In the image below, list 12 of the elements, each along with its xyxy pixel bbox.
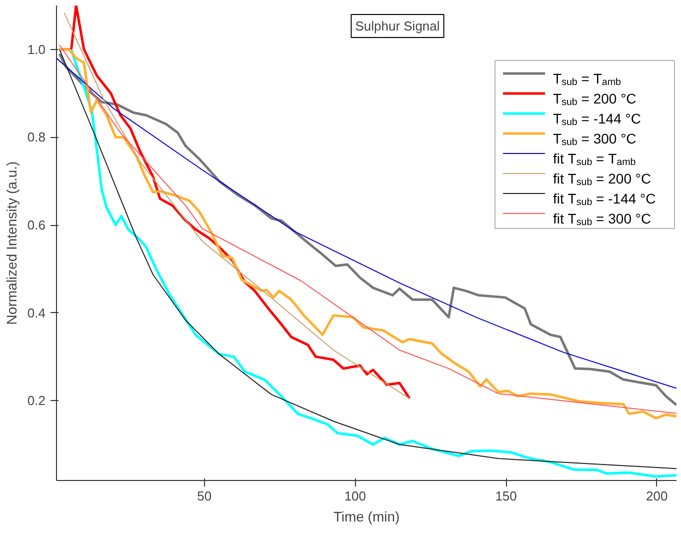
x-tick-label: 150	[495, 488, 517, 504]
x-tick-label: 50	[197, 488, 212, 504]
y-tick-label: 0.2	[27, 393, 46, 408]
x-axis-title: Time (min)	[333, 508, 400, 524]
x-tick-label: 100	[344, 488, 366, 504]
text: Sulphur Signal	[355, 18, 440, 34]
y-tick-label: 0.6	[27, 218, 46, 232]
y-tick-label: 0.4	[27, 305, 46, 320]
y-tick-label: 0.8	[27, 130, 46, 145]
y-tick-label: 1.0	[27, 42, 46, 57]
x-tick-label: 200	[646, 488, 668, 504]
y-axis-title: Normalized Intensity (a.u.)	[3, 161, 20, 325]
